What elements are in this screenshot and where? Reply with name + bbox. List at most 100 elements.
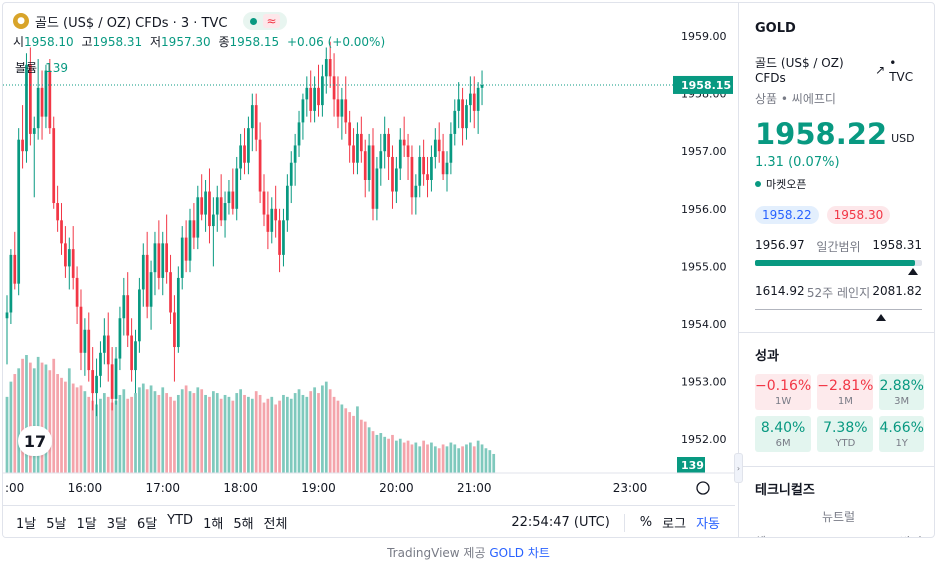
candle-body xyxy=(52,128,56,204)
volume-bar xyxy=(79,385,83,473)
candle-body xyxy=(309,87,313,111)
candle-body xyxy=(441,151,445,175)
candle-body xyxy=(328,59,332,77)
utc-clock[interactable]: 22:54:47 (UTC) xyxy=(511,515,610,530)
year-range-marker-icon xyxy=(876,314,886,321)
bottom-toolbar: 1날 5날 1달 3달 6달 YTD 1해 5해 전체 22:54:47 (UT… xyxy=(3,505,735,537)
footer-chart-link[interactable]: GOLD 차트 xyxy=(489,546,550,560)
volume-bar xyxy=(383,436,387,473)
candle-body xyxy=(134,341,137,371)
candle-body xyxy=(289,162,293,186)
market-status-text: 마켓오픈 xyxy=(766,178,807,191)
candle-body xyxy=(285,185,289,221)
low-label: 저 xyxy=(150,35,162,49)
volume-bar xyxy=(262,402,266,473)
volume-bar xyxy=(67,368,71,473)
perf-ytd[interactable]: 7.38% YTD xyxy=(817,416,874,452)
perf-6m[interactable]: 8.40% 6M xyxy=(755,416,812,452)
candle-body xyxy=(130,335,133,371)
candle-body xyxy=(13,254,17,284)
range-5y[interactable]: 5해 xyxy=(233,517,254,532)
perf-1w[interactable]: −0.16% 1W xyxy=(755,374,812,410)
volume-bar xyxy=(348,412,352,473)
year-range-bar xyxy=(755,309,922,321)
tradingview-logo-icon[interactable]: 17 xyxy=(18,426,52,456)
volume-bar xyxy=(32,368,36,473)
auto-scale-toggle[interactable]: 자동 xyxy=(696,517,720,532)
volume-bar xyxy=(227,396,231,473)
perf-1m[interactable]: −2.81% 1M xyxy=(817,374,874,410)
settings-gear-icon[interactable] xyxy=(696,481,710,495)
volume-bar xyxy=(254,391,258,473)
volume-bar xyxy=(433,446,437,473)
volume-tag xyxy=(677,457,705,473)
candle-body xyxy=(457,99,461,111)
volume-bar xyxy=(165,393,169,473)
gold-logo-icon: ● xyxy=(13,13,29,29)
candle-body xyxy=(188,220,192,261)
legend-title[interactable]: 골드 (US$ / OZ) CFDs · 3 · TVC xyxy=(35,15,228,31)
candle-body xyxy=(208,191,211,227)
symbol-name[interactable]: GOLD xyxy=(755,21,796,36)
volume-bar xyxy=(52,358,56,473)
candle-body xyxy=(418,156,422,186)
market-status-pill[interactable]: ≈ xyxy=(243,12,287,30)
volume-bar xyxy=(219,398,223,473)
range-3m[interactable]: 3달 xyxy=(106,517,127,532)
description-text[interactable]: 골드 (US$ / OZ) CFDs xyxy=(755,56,844,85)
price-tick-label: 1959.00 xyxy=(681,30,727,43)
candle-body xyxy=(402,139,406,146)
percent-scale-toggle[interactable]: % xyxy=(639,515,653,530)
symbol-details-panel: GOLD 골드 (US$ / OZ) CFDs ↗ • TVC 상품 • 씨에프… xyxy=(738,3,934,537)
chart-area[interactable]: 1959.00 1958.00 1957.00 1956.00 1955.00 1954.… xyxy=(3,3,735,537)
symbol-category: 상품 • 씨에프디 xyxy=(755,92,836,106)
volume-bar xyxy=(321,385,324,473)
volume-bar xyxy=(153,391,157,473)
candle-body xyxy=(387,133,390,157)
delayed-data-icon: ≈ xyxy=(263,14,280,28)
price-chart[interactable]: 1959.001958.001957.001956.001955.001954.… xyxy=(3,3,735,505)
time-tick-label: 16:00 xyxy=(68,481,103,495)
volume-bar xyxy=(9,381,13,473)
volume-tag-label: 139 xyxy=(681,459,704,472)
range-ytd[interactable]: YTD xyxy=(167,513,194,528)
market-status: 마켓오픈 xyxy=(755,176,922,192)
volume-bar xyxy=(352,415,355,473)
volume-bar xyxy=(87,396,91,473)
candle-body xyxy=(169,272,172,313)
volume-bar xyxy=(367,427,371,473)
volume-bar xyxy=(406,440,410,473)
candle-body xyxy=(262,191,266,215)
price-tick-label: 1956.00 xyxy=(681,203,727,216)
volume-bar xyxy=(212,391,215,473)
perf-1y[interactable]: 4.66% 1Y xyxy=(879,416,924,452)
candle-body xyxy=(445,162,449,175)
collapse-panel-chevron-icon[interactable]: › xyxy=(734,453,743,483)
range-1y[interactable]: 1해 xyxy=(203,517,224,532)
price-tick-label: 1955.00 xyxy=(681,260,727,273)
range-all[interactable]: 전체 xyxy=(263,517,288,532)
candle-body xyxy=(301,99,305,123)
bid-price: 1958.22 xyxy=(755,206,819,224)
price-value: 1958.22 xyxy=(755,117,888,151)
range-6m[interactable]: 6달 xyxy=(136,517,158,532)
log-scale-toggle[interactable]: 로그 xyxy=(662,517,687,532)
candle-body xyxy=(141,254,145,290)
volume-bar xyxy=(28,362,32,473)
candle-body xyxy=(340,99,344,117)
technicals-title[interactable]: 테크니컬즈 xyxy=(755,483,815,498)
volume-bar xyxy=(208,396,211,473)
candle-body xyxy=(165,243,169,273)
range-1d[interactable]: 1날 xyxy=(16,517,37,532)
candle-body xyxy=(110,364,114,399)
candle-body xyxy=(332,76,336,100)
external-link-icon[interactable]: ↗ xyxy=(875,62,886,77)
volume-bar xyxy=(215,393,219,473)
volume-bar xyxy=(414,442,418,473)
volume-bar xyxy=(441,444,445,473)
range-1m[interactable]: 1달 xyxy=(76,517,97,532)
range-5d[interactable]: 5날 xyxy=(46,517,67,532)
candle-body xyxy=(91,370,95,394)
volume-bar xyxy=(492,453,496,473)
perf-3m[interactable]: 2.88% 3M xyxy=(879,374,924,410)
